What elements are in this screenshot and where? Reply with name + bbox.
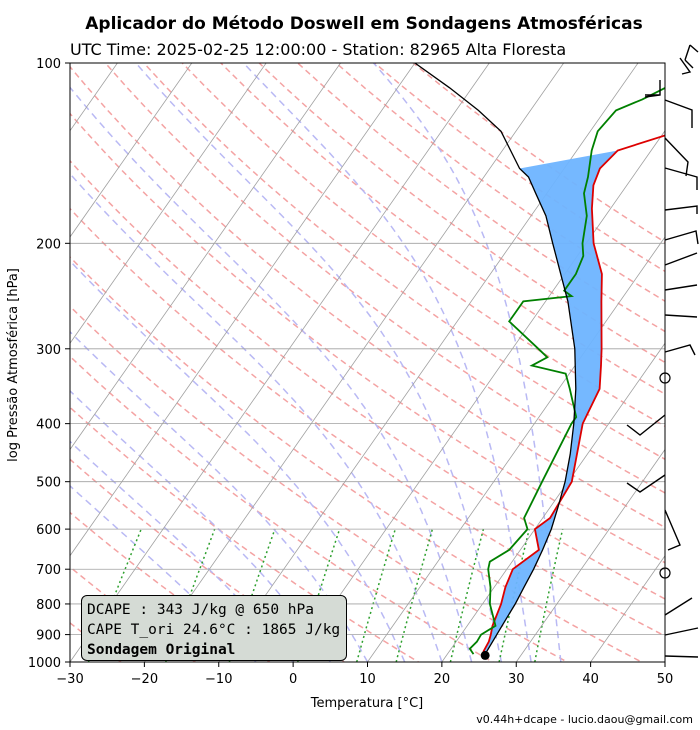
x-tick-label: −10 — [205, 672, 232, 687]
x-tick-label: 20 — [434, 672, 451, 687]
y-tick-label: 300 — [36, 343, 61, 358]
wind-barb — [664, 99, 693, 128]
surface-point — [480, 650, 490, 660]
moist-adiabat — [135, 63, 503, 662]
y-tick-label: 800 — [36, 598, 61, 613]
wind-barb — [664, 252, 698, 266]
y-axis: 100 200 300 400 500 600 700 800 900 1000 — [28, 57, 70, 671]
isotherm — [70, 63, 341, 451]
wind-barb — [664, 137, 689, 177]
y-tick-label: 700 — [36, 563, 61, 578]
isotherm — [70, 63, 416, 557]
moist-adiabat — [373, 63, 562, 662]
dcape-info-box: DCAPE : 343 J/kg @ 650 hPa CAPE T_ori 24… — [81, 595, 347, 661]
chart-subtitle: UTC Time: 2025-02-25 12:00:00 - Station:… — [70, 40, 566, 59]
y-tick-label: 600 — [36, 523, 61, 538]
wind-barb — [684, 44, 699, 69]
dry-adiabat — [104, 63, 665, 494]
dewpoint-line — [468, 86, 665, 655]
sounding-label: Sondagem Original — [87, 642, 236, 658]
x-tick-label: 40 — [582, 672, 599, 687]
dry-adiabat — [412, 63, 665, 244]
wind-barb — [664, 230, 699, 245]
wind-barb — [664, 509, 681, 551]
moist-adiabat — [70, 440, 294, 662]
x-tick-label: 10 — [359, 672, 376, 687]
wind-barb — [664, 597, 693, 616]
mixing-ratio-line — [355, 528, 397, 662]
y-tick-label: 200 — [36, 237, 61, 252]
parcel-line — [414, 63, 577, 656]
x-axis-label: Temperatura [°C] — [310, 696, 423, 711]
x-tick-label: 50 — [657, 672, 674, 687]
isotherm — [70, 63, 193, 238]
footer-credit: v0.44h+dcape - lucio.daou@gmail.com — [476, 713, 693, 726]
temperature-line — [482, 134, 665, 656]
x-axis: −30 −20 −10 0 10 20 30 40 50 — [56, 662, 673, 687]
y-axis-label: log Pressão Atmosférica [hPa] — [6, 268, 21, 462]
wind-barb — [664, 167, 698, 190]
wind-barb — [626, 414, 666, 436]
cape-fill — [483, 150, 618, 656]
isotherm — [441, 342, 665, 662]
dry-adiabat — [143, 63, 665, 461]
dry-adiabat — [70, 112, 665, 564]
y-tick-label: 100 — [36, 57, 61, 72]
dry-adiabat — [70, 355, 495, 662]
isotherm — [515, 448, 665, 662]
chart-title: Aplicador do Método Doswell em Sondagens… — [85, 14, 642, 34]
wind-barb — [679, 57, 692, 75]
wind-barbs — [626, 44, 699, 662]
dry-adiabat — [220, 63, 665, 395]
dry-adiabat — [70, 458, 346, 662]
y-tick-label: 1000 — [28, 656, 61, 671]
dry-adiabat — [70, 566, 197, 662]
dry-adiabat — [70, 511, 272, 662]
x-tick-label: 30 — [508, 672, 525, 687]
isotherm — [590, 555, 665, 662]
cape-line: CAPE T_ori 24.6°C : 1865 J/kg — [87, 622, 341, 638]
isotherm — [70, 63, 267, 344]
wind-barb — [664, 344, 696, 356]
wind-barb — [664, 205, 698, 214]
moist-adiabat — [70, 259, 406, 662]
x-tick-label: −30 — [56, 672, 83, 687]
y-tick-label: 400 — [36, 418, 61, 433]
isotherm — [70, 63, 490, 662]
dry-adiabat — [70, 207, 665, 637]
moist-adiabat — [242, 63, 532, 662]
dry-adiabat — [70, 406, 420, 662]
dry-adiabat — [70, 159, 665, 600]
dry-adiabat — [181, 63, 665, 428]
isotherm — [367, 236, 665, 662]
wind-barb — [644, 80, 661, 98]
y-tick-label: 500 — [36, 476, 61, 491]
cape-area — [483, 150, 618, 656]
profiles — [414, 63, 665, 660]
dry-adiabat — [297, 63, 665, 333]
x-tick-label: −20 — [131, 672, 158, 687]
wind-barb — [664, 627, 699, 636]
dcape-line: DCAPE : 343 J/kg @ 650 hPa — [87, 602, 314, 618]
y-tick-label: 900 — [36, 629, 61, 644]
x-tick-label: 0 — [289, 672, 297, 687]
wind-barb — [664, 284, 698, 291]
wind-barb — [664, 655, 699, 658]
isotherm — [144, 63, 565, 662]
dry-adiabat — [70, 305, 569, 662]
dry-adiabat — [70, 256, 644, 662]
wind-barb — [626, 474, 666, 493]
moist-adiabat — [70, 172, 443, 662]
wind-barb — [664, 314, 698, 318]
isotherm — [292, 130, 665, 662]
